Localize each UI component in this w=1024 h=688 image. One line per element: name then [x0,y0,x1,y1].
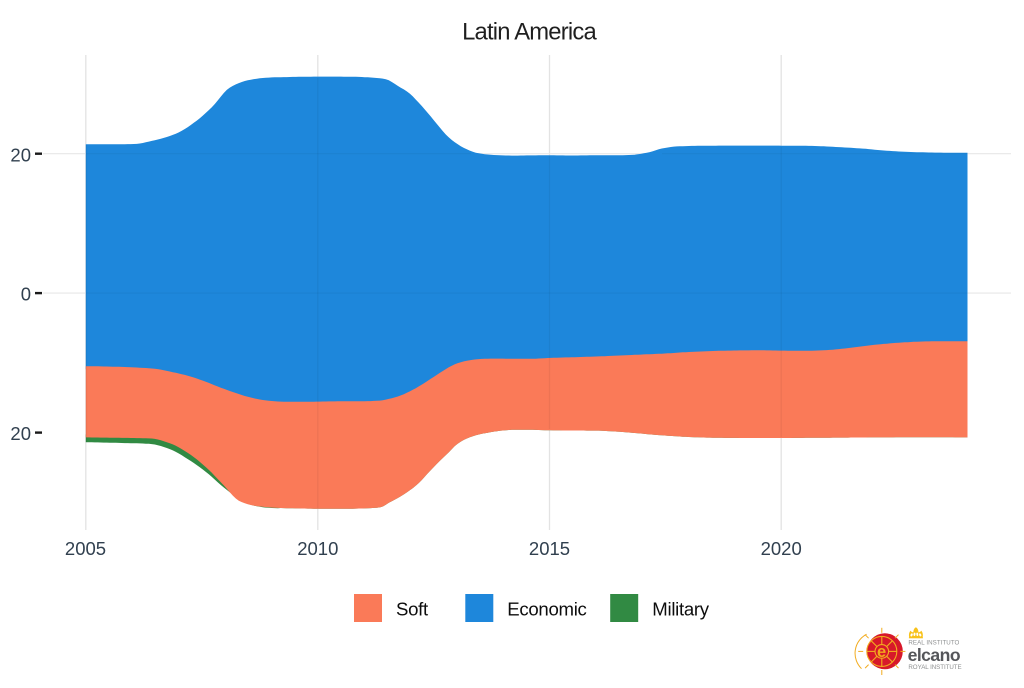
svg-text:20: 20 [10,423,31,444]
svg-text:REAL INSTITUTO: REAL INSTITUTO [908,640,959,647]
svg-text:Soft: Soft [396,599,429,620]
svg-text:20: 20 [10,144,31,165]
svg-text:e: e [877,643,886,661]
svg-text:ROYAL INSTITUTE: ROYAL INSTITUTE [908,664,961,671]
svg-text:Military: Military [652,599,709,620]
svg-text:2005: 2005 [65,538,106,559]
svg-text:Economic: Economic [507,599,586,620]
svg-text:2010: 2010 [297,538,338,559]
svg-text:0: 0 [21,284,31,305]
svg-text:Latin America: Latin America [462,18,597,45]
svg-text:elcano: elcano [908,645,961,665]
svg-text:2015: 2015 [529,538,570,559]
svg-text:2020: 2020 [761,538,802,559]
